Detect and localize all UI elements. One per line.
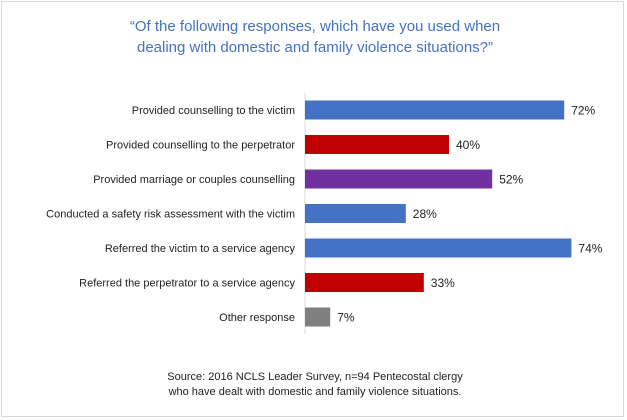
category-label: Conducted a safety risk assessment with … [46, 209, 295, 221]
value-label: 74% [578, 242, 602, 256]
value-label: 40% [456, 138, 480, 152]
source-note: Source: 2016 NCLS Leader Survey, n=94 Pe… [167, 371, 463, 398]
chart-title: “Of the following responses, which have … [129, 18, 501, 56]
bar [305, 135, 449, 154]
bar [305, 204, 406, 223]
category-label: Other response [219, 312, 295, 324]
value-label: 33% [431, 276, 455, 290]
category-label: Provided counselling to the perpetrator [106, 140, 295, 152]
value-label: 7% [337, 311, 355, 325]
bar [305, 100, 565, 120]
value-label: 28% [413, 207, 437, 221]
category-label: Provided counselling to the victim [132, 105, 295, 117]
category-label: Provided marriage or couples counselling [93, 174, 295, 186]
value-label: 52% [499, 173, 523, 187]
category-label: Referred the victim to a service agency [105, 243, 296, 255]
bar [305, 307, 331, 327]
bar [305, 169, 493, 189]
value-label: 72% [571, 104, 595, 118]
bar [305, 238, 572, 258]
bars-group: Provided counselling to the victim 72% Pro… [46, 100, 603, 327]
category-label: Referred the perpetrator to a service ag… [79, 278, 295, 290]
bar [305, 273, 424, 292]
